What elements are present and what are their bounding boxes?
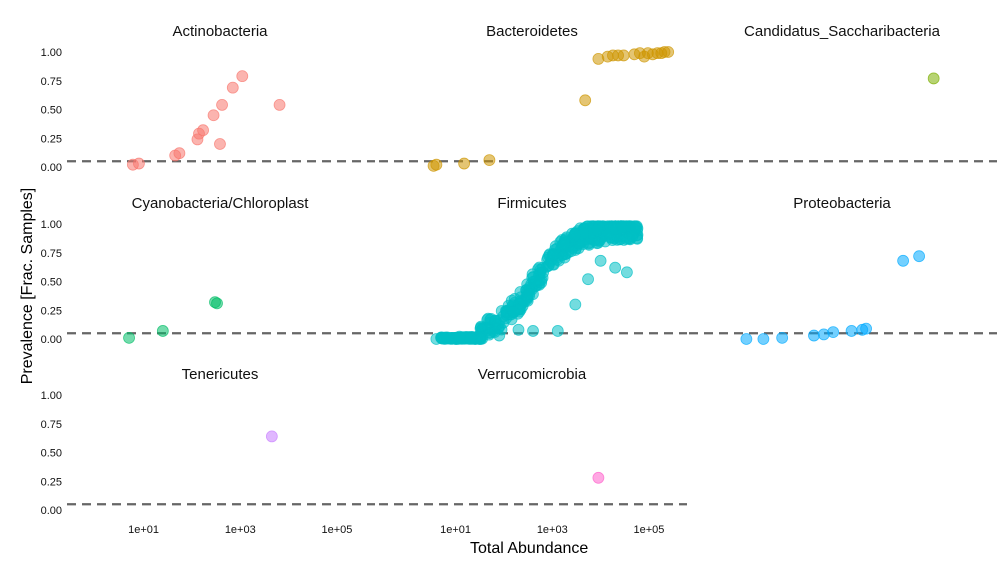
panel-title-proteobacteria: Proteobacteria — [793, 195, 891, 212]
data-point-bacteroidetes — [430, 158, 443, 171]
data-point-tenericutes — [265, 430, 278, 443]
data-point-firmicutes — [523, 287, 535, 300]
data-point-firmicutes — [591, 224, 604, 236]
data-point-proteobacteria — [757, 333, 770, 345]
y-axis-title: Prevalence [Frac. Samples] — [19, 187, 36, 385]
x-tick-label: 1e+05 — [321, 524, 352, 536]
data-point-proteobacteria — [740, 333, 753, 345]
data-point-proteobacteria — [776, 331, 789, 344]
data-point-actinobacteria — [273, 99, 286, 111]
data-point-firmicutes — [630, 221, 643, 234]
panel-title-bacteroidetes: Bacteroidetes — [486, 23, 578, 40]
data-point-bacteroidetes — [579, 94, 592, 107]
data-point-actinobacteria — [197, 124, 209, 137]
x-tick-label: 1e+01 — [440, 524, 471, 536]
panel-title-candidatus-saccharibacteria: Candidatus_Saccharibacteria — [744, 23, 941, 40]
data-point-firmicutes — [568, 228, 581, 241]
data-point-actinobacteria — [216, 99, 228, 111]
data-point-proteobacteria — [827, 326, 840, 339]
data-point-firmicutes — [493, 329, 506, 342]
data-point-actinobacteria — [207, 109, 220, 122]
data-point-firmicutes — [527, 325, 539, 337]
data-point-firmicutes — [594, 254, 607, 267]
data-point-firmicutes — [569, 298, 582, 311]
data-point-firmicutes — [557, 239, 570, 251]
data-point-verrucomicrobia — [592, 471, 605, 484]
data-point-cyanobacteria-chloroplast — [156, 325, 169, 337]
data-point-proteobacteria — [808, 329, 820, 342]
y-tick-label: 0.00 — [41, 162, 62, 174]
data-point-firmicutes — [438, 333, 451, 345]
data-point-firmicutes — [551, 325, 564, 337]
y-tick-label: 0.00 — [41, 334, 62, 346]
data-point-proteobacteria — [845, 325, 858, 337]
data-point-cyanobacteria-chloroplast — [123, 331, 135, 344]
data-point-bacteroidetes — [458, 157, 471, 170]
panel-title-actinobacteria: Actinobacteria — [172, 23, 268, 40]
data-point-firmicutes — [512, 323, 525, 336]
data-point-proteobacteria — [913, 250, 926, 263]
x-tick-label: 1e+05 — [633, 524, 664, 536]
data-point-actinobacteria — [173, 147, 186, 160]
y-tick-label: 0.75 — [41, 419, 62, 431]
data-point-firmicutes — [616, 221, 629, 234]
panel-title-cyanobacteria-chloroplast: Cyanobacteria/Chloroplast — [132, 195, 310, 212]
y-tick-label: 0.25 — [41, 476, 62, 488]
data-point-bacteroidetes — [483, 154, 496, 167]
y-tick-label: 0.50 — [41, 277, 62, 289]
data-point-actinobacteria — [214, 138, 226, 150]
x-tick-label: 1e+01 — [128, 524, 159, 536]
panel-title-verrucomicrobia: Verrucomicrobia — [478, 366, 587, 383]
y-tick-label: 0.50 — [41, 448, 62, 460]
data-point-bacteroidetes — [662, 46, 675, 58]
data-point-proteobacteria — [860, 322, 872, 335]
data-point-proteobacteria — [897, 254, 910, 267]
data-point-firmicutes — [529, 275, 542, 287]
data-point-firmicutes — [464, 332, 477, 345]
panel-title-tenericutes: Tenericutes — [182, 366, 259, 383]
y-tick-label: 0.75 — [41, 76, 62, 88]
x-tick-label: 1e+03 — [225, 524, 256, 536]
data-point-firmicutes — [453, 330, 466, 343]
data-point-cyanobacteria-chloroplast — [211, 297, 223, 310]
data-point-firmicutes — [489, 314, 502, 327]
y-tick-label: 0.25 — [41, 133, 62, 145]
x-axis-title: Total Abundance — [470, 540, 589, 557]
y-tick-label: 0.25 — [41, 305, 62, 317]
data-point-firmicutes — [536, 262, 549, 274]
data-point-firmicutes — [582, 273, 594, 286]
data-point-firmicutes — [621, 266, 633, 279]
y-tick-label: 1.00 — [41, 219, 62, 231]
y-tick-label: 1.00 — [41, 47, 62, 59]
data-point-firmicutes — [547, 248, 560, 261]
y-tick-label: 0.50 — [41, 105, 62, 117]
data-point-actinobacteria — [133, 157, 145, 170]
data-point-candidatus-saccharibacteria — [927, 72, 940, 85]
data-point-actinobacteria — [236, 70, 249, 83]
x-tick-label: 1e+03 — [537, 524, 568, 536]
panel-title-firmicutes: Firmicutes — [497, 195, 566, 212]
y-tick-label: 1.00 — [41, 390, 62, 402]
data-point-firmicutes — [609, 261, 622, 274]
y-tick-label: 0.00 — [41, 505, 62, 517]
data-point-bacteroidetes — [617, 49, 630, 62]
data-point-actinobacteria — [226, 81, 239, 94]
y-tick-label: 0.75 — [41, 248, 62, 260]
data-point-firmicutes — [507, 306, 520, 319]
